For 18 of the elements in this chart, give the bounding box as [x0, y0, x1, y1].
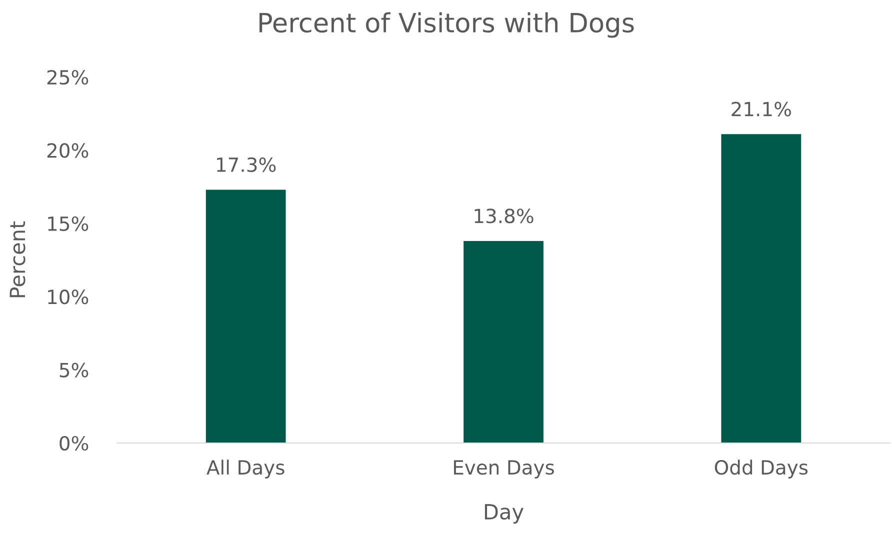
y-tick-label: 0%	[60, 436, 88, 451]
y-tick-label: 10%	[48, 290, 88, 304]
bar	[721, 134, 802, 443]
x-axis-title: Day	[484, 504, 524, 524]
y-tick-label: 5%	[60, 362, 88, 378]
chart-title: Percent of Visitors with Dogs	[260, 12, 634, 38]
y-tick-label: 20%	[47, 143, 88, 158]
y-axis-title: Percent	[10, 221, 26, 298]
x-tick-label: Even Days	[454, 460, 554, 478]
data-label: 13.8%	[474, 208, 534, 224]
y-tick-label: 15%	[48, 216, 88, 232]
x-tick-label: All Days	[206, 460, 284, 478]
data-label: 17.3%	[217, 157, 276, 172]
bar	[464, 240, 544, 443]
x-tick-label: Odd Days	[714, 460, 808, 478]
bar	[206, 190, 286, 443]
data-label: 21.1%	[732, 102, 791, 116]
y-tick-label: 25%	[47, 70, 88, 85]
